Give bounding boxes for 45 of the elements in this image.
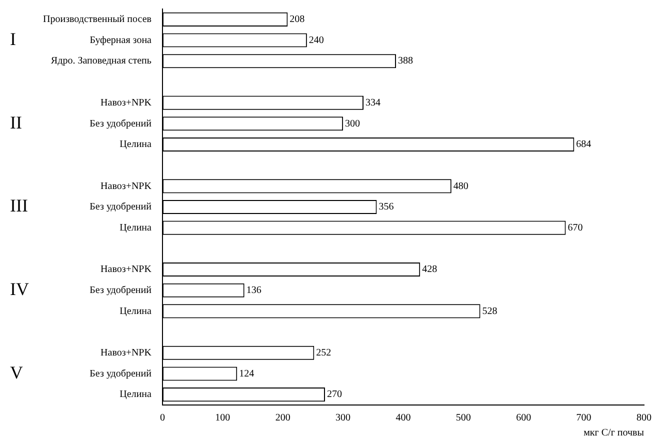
y-tick-label: Без удобрений <box>90 118 152 130</box>
y-tick-label: Навоз+NPK <box>100 97 152 108</box>
x-tick-label: 500 <box>456 412 471 424</box>
data-label: 270 <box>326 389 342 400</box>
y-tick-label: Без удобрений <box>90 368 152 380</box>
data-label: 334 <box>366 97 381 108</box>
y-tick-label: Целина <box>120 139 152 150</box>
data-label: 480 <box>453 180 468 192</box>
text: V <box>10 362 23 382</box>
x-axis-title: мкг С/г почвы <box>584 428 644 439</box>
y-tick-label: Без удобрений <box>90 284 152 296</box>
data-label: 136 <box>246 284 262 296</box>
y-tick-label: Производственный посев <box>42 14 152 26</box>
text: I <box>10 29 16 49</box>
x-tick-label: 400 <box>396 412 411 424</box>
y-tick-label: Буферная зона <box>90 34 152 46</box>
data-label: 240 <box>308 34 324 46</box>
y-tick-label: Навоз+NPK <box>100 348 152 359</box>
x-tick-label: 200 <box>275 412 290 424</box>
x-tick-label: 700 <box>576 412 592 424</box>
y-tick-label: Целина <box>120 389 152 400</box>
y-tick-label: Целина <box>120 222 152 234</box>
data-label: 252 <box>316 348 332 359</box>
data-label: 356 <box>378 202 394 213</box>
data-label: 528 <box>482 306 498 317</box>
data-label: 388 <box>398 56 414 67</box>
data-label: 300 <box>345 118 360 130</box>
y-tick-label: Ядро. Заповедная степь <box>50 56 152 67</box>
x-tick-label: 600 <box>516 412 532 424</box>
x-tick-label: 100 <box>215 412 230 424</box>
text: II <box>10 112 22 132</box>
data-label: 670 <box>568 222 583 234</box>
x-tick-label: 300 <box>336 412 351 424</box>
y-tick-label: Навоз+NPK <box>100 180 152 192</box>
text: III <box>10 196 28 216</box>
x-tick-label: 0 <box>160 412 165 424</box>
x-tick-label: 800 <box>636 412 652 424</box>
y-tick-label: Целина <box>120 306 152 317</box>
text: IV <box>10 279 29 300</box>
data-label: 124 <box>239 368 254 380</box>
y-tick-label: Без удобрений <box>90 202 152 213</box>
data-label: 684 <box>576 139 592 150</box>
y-tick-label: Навоз+NPK <box>100 264 152 276</box>
data-label: 428 <box>422 264 438 276</box>
data-label: 208 <box>290 14 305 26</box>
